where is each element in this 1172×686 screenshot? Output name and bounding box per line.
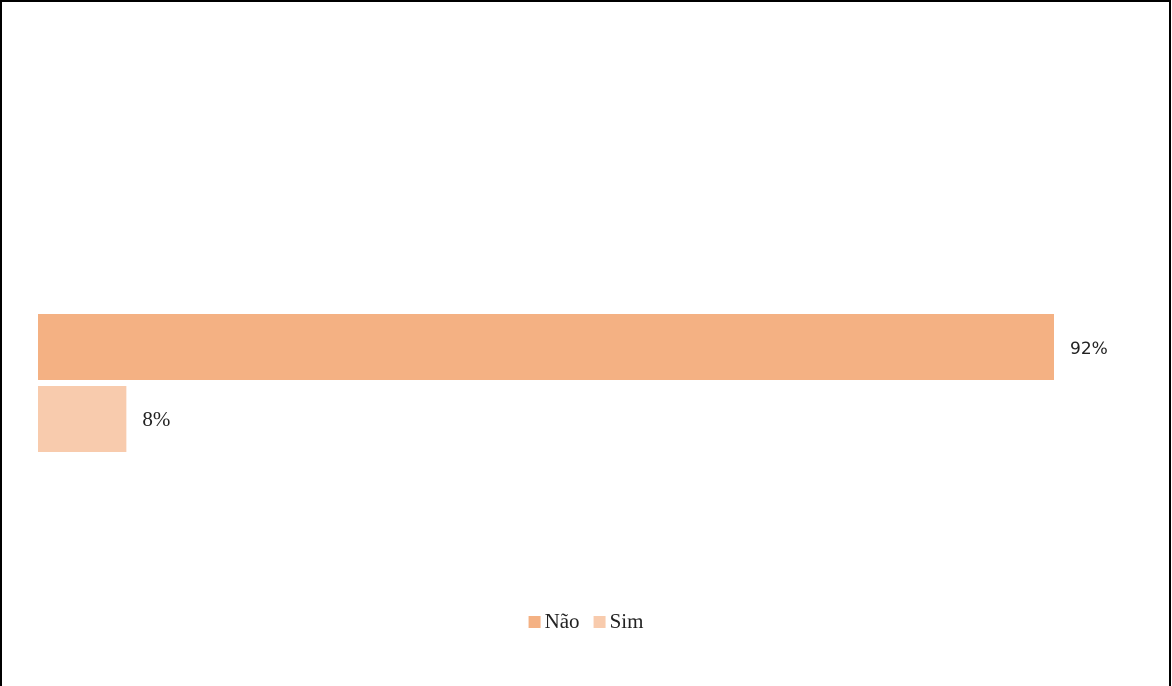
legend-swatch bbox=[528, 616, 541, 628]
legend-label: Não bbox=[545, 609, 580, 633]
data-label: 92% bbox=[1070, 339, 1108, 359]
legend-label: Sim bbox=[610, 609, 644, 633]
bar bbox=[38, 386, 127, 452]
legend-swatch bbox=[593, 616, 606, 628]
data-label: 8% bbox=[142, 407, 170, 431]
bar bbox=[38, 314, 1054, 380]
